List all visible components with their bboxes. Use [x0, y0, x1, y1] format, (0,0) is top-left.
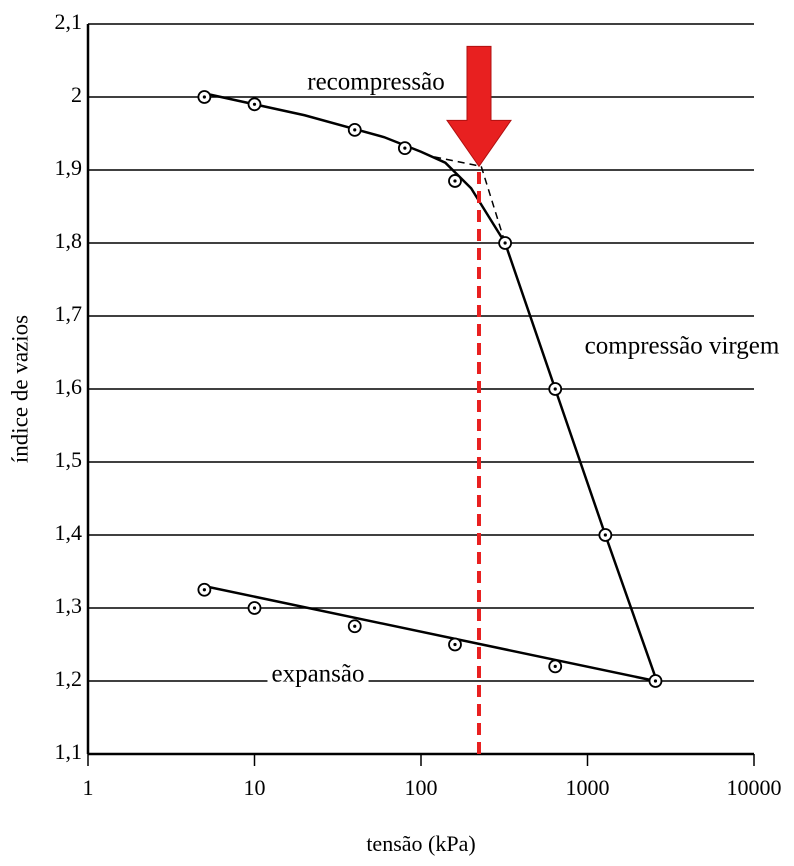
y-tick-label: 1,8 — [55, 228, 83, 253]
point — [197, 582, 212, 597]
annotation: expansão — [267, 660, 369, 688]
point-dot — [603, 533, 607, 537]
line — [204, 584, 656, 683]
point-dot — [553, 387, 557, 391]
point — [197, 90, 212, 104]
x-tick-label: 100 — [405, 775, 438, 800]
y-tick-label: 2 — [71, 82, 82, 107]
point-dot — [653, 679, 658, 683]
annotation: compressão virgem — [580, 332, 784, 360]
point-dot — [202, 588, 206, 592]
point — [548, 382, 563, 396]
annotation-text: compressão virgem — [585, 333, 780, 360]
annotation: recompressão — [303, 68, 449, 96]
point-dot — [202, 95, 206, 99]
point-dot — [353, 128, 357, 132]
annotation-text: expansão — [271, 661, 364, 688]
x-tick-label: 10000 — [727, 775, 782, 800]
y-tick-label: 1,5 — [55, 447, 83, 472]
annotation-text: recompressão — [307, 69, 444, 96]
point — [498, 236, 513, 250]
y-tick-label: 1,2 — [55, 666, 83, 691]
point — [448, 637, 462, 652]
annotation-bg — [267, 660, 369, 688]
y-tick-label: 1,4 — [55, 520, 83, 545]
point — [448, 174, 462, 188]
point-dot — [252, 102, 257, 106]
y-tick-label: 1,1 — [55, 739, 83, 764]
point-dot — [403, 146, 407, 150]
arrow — [446, 45, 512, 168]
point-dot — [453, 179, 457, 183]
point-dot — [503, 241, 507, 245]
point-dot — [453, 642, 457, 647]
point — [648, 674, 663, 688]
y-tick-label: 2,1 — [55, 9, 83, 34]
x-axis-label: tensão (kPa) — [366, 831, 475, 856]
point — [397, 141, 412, 156]
y-tick-label: 1,7 — [55, 301, 83, 326]
annotation-bg — [580, 332, 784, 360]
y-axis-label: índice de vazios — [7, 315, 32, 463]
line — [434, 156, 506, 244]
point-dot — [553, 664, 557, 669]
point-dot — [252, 606, 257, 610]
point — [247, 601, 262, 615]
y-tick-label: 1,6 — [55, 374, 83, 399]
line — [204, 92, 657, 678]
y-tick-label: 1,9 — [55, 155, 83, 180]
point — [548, 659, 563, 674]
annotation-bg — [303, 68, 449, 96]
x-tick-label: 1000 — [566, 775, 610, 800]
x-tick-label: 10 — [244, 775, 266, 800]
point — [347, 122, 362, 137]
y-tick-label: 1,3 — [55, 593, 83, 618]
point — [247, 97, 262, 112]
point — [598, 528, 613, 542]
point — [347, 619, 362, 634]
point-dot — [353, 624, 357, 628]
x-tick-label: 1 — [83, 775, 94, 800]
